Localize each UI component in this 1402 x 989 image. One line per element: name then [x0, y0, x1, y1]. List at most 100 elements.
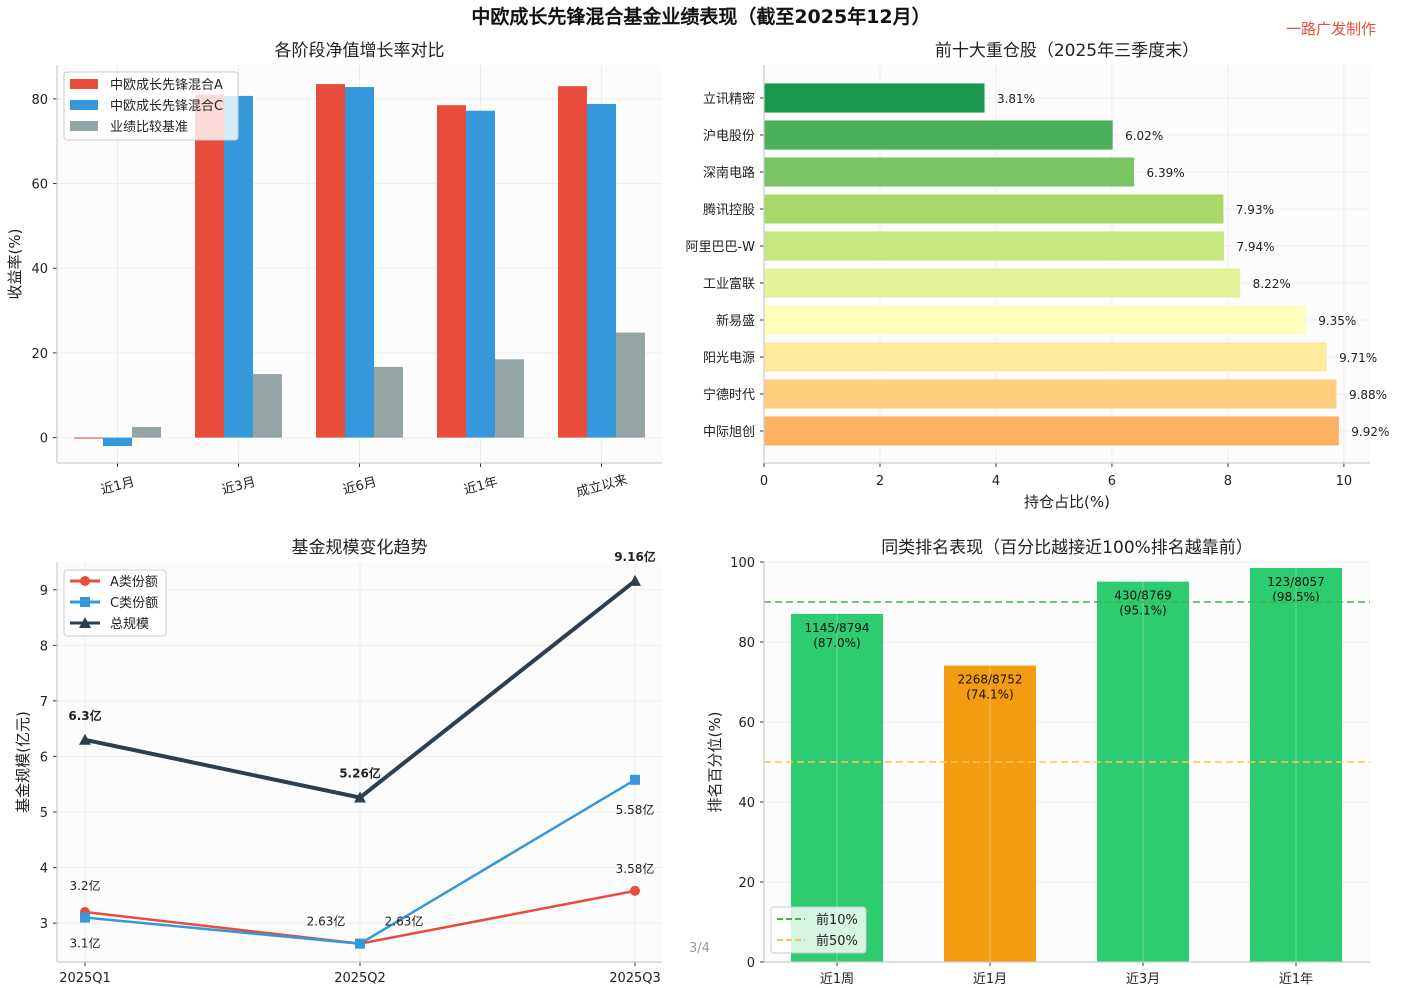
- point-label: 5.26亿: [339, 766, 381, 781]
- holding-value-label: 8.22%: [1253, 277, 1291, 291]
- bar-中欧成长先锋混合C: [224, 95, 253, 438]
- y-tick-label: 100: [730, 556, 755, 571]
- point-marker: [79, 733, 91, 745]
- legend-box: [63, 71, 239, 141]
- bar-业绩比较基准: [253, 374, 282, 438]
- legend-label: 总规模: [110, 617, 149, 632]
- bar-中欧成长先锋混合A: [316, 84, 345, 438]
- point-label: 6.3亿: [68, 708, 101, 723]
- bar-中欧成长先锋混合C: [466, 110, 495, 438]
- x-tick-label: 近1月: [99, 475, 136, 498]
- holding-value-label: 7.94%: [1236, 240, 1274, 254]
- chart-ranking: 同类排名表现（百分比越接近100%排名越靠前） 0 20 40 60 80 100 1145/…: [706, 538, 1370, 987]
- y-tick-label: 9: [40, 584, 48, 599]
- holding-value-label: 3.81%: [997, 92, 1035, 106]
- legend-label: 中欧成长先锋混合C: [110, 99, 223, 114]
- bar-业绩比较基准: [374, 366, 403, 438]
- point-marker: [80, 912, 90, 923]
- y-tick-label: 6: [40, 750, 48, 765]
- chart-title: 各阶段净值增长率对比: [275, 41, 445, 61]
- x-tick-label: 6: [1108, 474, 1116, 489]
- x-tick-label: 2025Q3: [609, 971, 661, 986]
- point-label: 3.1亿: [69, 936, 100, 951]
- holding-name: 阿里巴巴-W: [685, 240, 755, 255]
- holding-name: 深南电路: [703, 165, 755, 181]
- y-axis-label: 排名百分位(%): [706, 712, 724, 813]
- legend-swatch: [70, 121, 98, 131]
- chart-scale: 基金规模变化趋势 3 4 5 6 7 8 9 2025Q1 2025Q2 2025Q3 3.2亿 2.6…: [14, 538, 662, 986]
- y-tick-label: 7: [40, 695, 48, 710]
- holding-name: 阳光电源: [703, 351, 755, 366]
- point-label: 9.16亿: [614, 549, 656, 564]
- rank-pct-label: (95.1%): [1119, 604, 1166, 618]
- holding-bar: [763, 119, 1114, 151]
- y-tick-label: 5: [40, 806, 48, 821]
- rank-bar: [1097, 581, 1189, 962]
- x-tick-label: 近1月: [973, 972, 1007, 987]
- holding-value-label: 9.35%: [1318, 314, 1356, 328]
- holding-bar: [763, 82, 986, 114]
- point-label: 3.58亿: [616, 861, 655, 876]
- point-marker: [355, 938, 365, 949]
- holding-bar: [763, 156, 1135, 188]
- rank-pct-label: (74.1%): [966, 688, 1013, 702]
- holding-value-label: 6.02%: [1125, 129, 1163, 143]
- legend-swatch: [70, 79, 98, 89]
- rank-label: 430/8769: [1114, 589, 1172, 603]
- point-marker: [630, 885, 640, 896]
- bar-业绩比较基准: [132, 427, 161, 438]
- x-tick-label: 2: [876, 474, 884, 489]
- holding-value-label: 6.39%: [1147, 166, 1185, 180]
- holding-name: 中际旭创: [703, 425, 755, 440]
- x-tick-label: 8: [1224, 474, 1232, 489]
- y-tick-label: 60: [738, 716, 755, 731]
- x-tick-label: 近1周: [820, 972, 854, 987]
- bar-中欧成长先锋混合C: [587, 103, 616, 438]
- holding-bar: [763, 378, 1338, 410]
- rank-pct-label: (98.5%): [1272, 590, 1319, 604]
- point-marker: [79, 617, 91, 628]
- rank-bar: [791, 614, 883, 962]
- chart-holdings: 前十大重仓股（2025年三季度末） 0 2 4 6 8 10 3.81% 立讯精密 6.02% 沪电…: [685, 41, 1389, 511]
- holding-bar: [763, 304, 1307, 336]
- x-tick-label: 10: [1336, 474, 1353, 489]
- y-tick-label: 80: [738, 636, 755, 651]
- rank-bar: [944, 665, 1036, 962]
- y-tick-label: 8: [40, 639, 48, 654]
- chart-title: 前十大重仓股（2025年三季度末）: [935, 41, 1199, 61]
- point-label: 5.58亿: [616, 802, 655, 817]
- legend-swatch: [70, 100, 98, 110]
- holding-bar: [763, 267, 1242, 299]
- holding-bar: [763, 230, 1225, 262]
- y-axis-label: 基金规模(亿元): [14, 711, 32, 813]
- y-axis-label: 收益率(%): [6, 229, 24, 300]
- x-tick-label: 2025Q2: [334, 971, 386, 986]
- legend-label: A类份额: [110, 575, 158, 590]
- rank-label: 2268/8752: [957, 673, 1022, 687]
- rank-bar: [1250, 568, 1342, 962]
- bar-中欧成长先锋混合A: [195, 94, 224, 438]
- point-label: 2.63亿: [307, 914, 346, 929]
- holding-name: 新易盛: [716, 313, 755, 329]
- legend-label: 前50%: [816, 933, 858, 949]
- holding-value-label: 9.92%: [1351, 425, 1389, 439]
- holding-bar: [763, 341, 1328, 373]
- y-tick-label: 40: [31, 262, 48, 277]
- x-tick-label: 近1年: [462, 475, 499, 498]
- holding-value-label: 9.71%: [1339, 351, 1377, 365]
- figure-title: 中欧成长先锋混合基金业绩表现（截至2025年12月）: [471, 6, 931, 28]
- y-tick-label: 20: [31, 347, 48, 362]
- holding-bar: [763, 415, 1340, 447]
- legend-label: C类份额: [110, 596, 158, 611]
- rank-label: 123/8057: [1267, 575, 1325, 589]
- x-tick-label: 0: [760, 474, 768, 489]
- bar-中欧成长先锋混合A: [74, 437, 103, 439]
- y-tick-label: 60: [31, 178, 48, 193]
- chart-title: 基金规模变化趋势: [292, 538, 428, 558]
- y-tick-label: 3: [40, 917, 48, 932]
- holding-name: 沪电股份: [703, 128, 755, 144]
- x-tick-label: 近3月: [1126, 972, 1160, 987]
- y-tick-label: 40: [738, 796, 755, 811]
